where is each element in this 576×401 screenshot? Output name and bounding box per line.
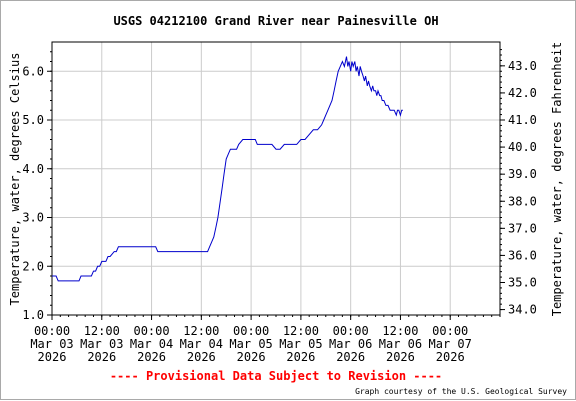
x-tick-year: 2026: [87, 350, 116, 364]
y2-tick-label: 39.0: [508, 167, 537, 181]
x-tick-date: Mar 06: [329, 337, 372, 351]
x-tick-year: 2026: [336, 350, 365, 364]
y2-tick-labels: 34.0 35.0 36.0 37.0 38.0 39.0 40.0 41.0 42.0 43.0: [508, 59, 537, 317]
y-tick-label: 4.0: [22, 162, 44, 176]
y-tick-labels: 1.0 2.0 3.0 4.0 5.0 6.0: [22, 64, 44, 322]
x-tick-date: Mar 07: [429, 337, 472, 351]
series-line-0: [52, 56, 403, 282]
y2-tick-label: 43.0: [508, 59, 537, 73]
x-tick-time: 00:00: [133, 324, 169, 338]
grid: [51, 42, 500, 316]
x-tick-time: 12:00: [183, 324, 219, 338]
y-tick-label: 6.0: [22, 64, 44, 78]
x-tick-time: 12:00: [283, 324, 319, 338]
x-tick-date: Mar 04: [130, 337, 173, 351]
y-tick-label: 5.0: [22, 113, 44, 127]
y-tick-label: 2.0: [22, 259, 44, 273]
x-tick-date: Mar 04: [180, 337, 223, 351]
x-tick-date: Mar 06: [379, 337, 422, 351]
usgs-credit: Graph courtesy of the U.S. Geological Su…: [355, 387, 567, 396]
y2-tick-label: 38.0: [508, 194, 537, 208]
y2-axis-label: Temperature, water, degrees Fahrenheit: [550, 42, 564, 317]
x-tick-year: 2026: [237, 350, 266, 364]
plot-area: [51, 41, 501, 316]
chart-title: USGS 04212100 Grand River near Painesvil…: [113, 14, 438, 28]
x-tick-year: 2026: [386, 350, 415, 364]
x-tick-year: 2026: [137, 350, 166, 364]
y-axis-label: Temperature, water, degrees Celsius: [8, 53, 22, 306]
y2-tick-label: 37.0: [508, 221, 537, 235]
x-tick-year: 2026: [286, 350, 315, 364]
x-tick-year: 2026: [38, 350, 67, 364]
x-tick-time: 00:00: [233, 324, 269, 338]
y2-tick-label: 34.0: [508, 303, 537, 317]
series-group: [52, 56, 403, 282]
y-tick-label: 1.0: [22, 308, 44, 322]
x-tick-time: 12:00: [84, 324, 120, 338]
x-tick-time: 00:00: [34, 324, 70, 338]
x-tick-date: Mar 03: [80, 337, 123, 351]
x-tick-date: Mar 05: [279, 337, 322, 351]
x-tick-date: Mar 03: [30, 337, 73, 351]
x-tick-year: 2026: [436, 350, 465, 364]
x-tick-time: 12:00: [382, 324, 418, 338]
provisional-notice: ---- Provisional Data Subject to Revisio…: [110, 369, 442, 383]
x-tick-year: 2026: [187, 350, 216, 364]
x-tick-time: 00:00: [432, 324, 468, 338]
y2-tick-label: 42.0: [508, 86, 537, 100]
y2-tick-label: 40.0: [508, 140, 537, 154]
tick-marks: [47, 49, 505, 320]
y-tick-label: 3.0: [22, 211, 44, 225]
y2-tick-label: 35.0: [508, 276, 537, 290]
x-tick-time: 00:00: [333, 324, 369, 338]
x-tick-date: Mar 05: [229, 337, 272, 351]
y2-tick-label: 41.0: [508, 113, 537, 127]
y2-tick-label: 36.0: [508, 248, 537, 262]
